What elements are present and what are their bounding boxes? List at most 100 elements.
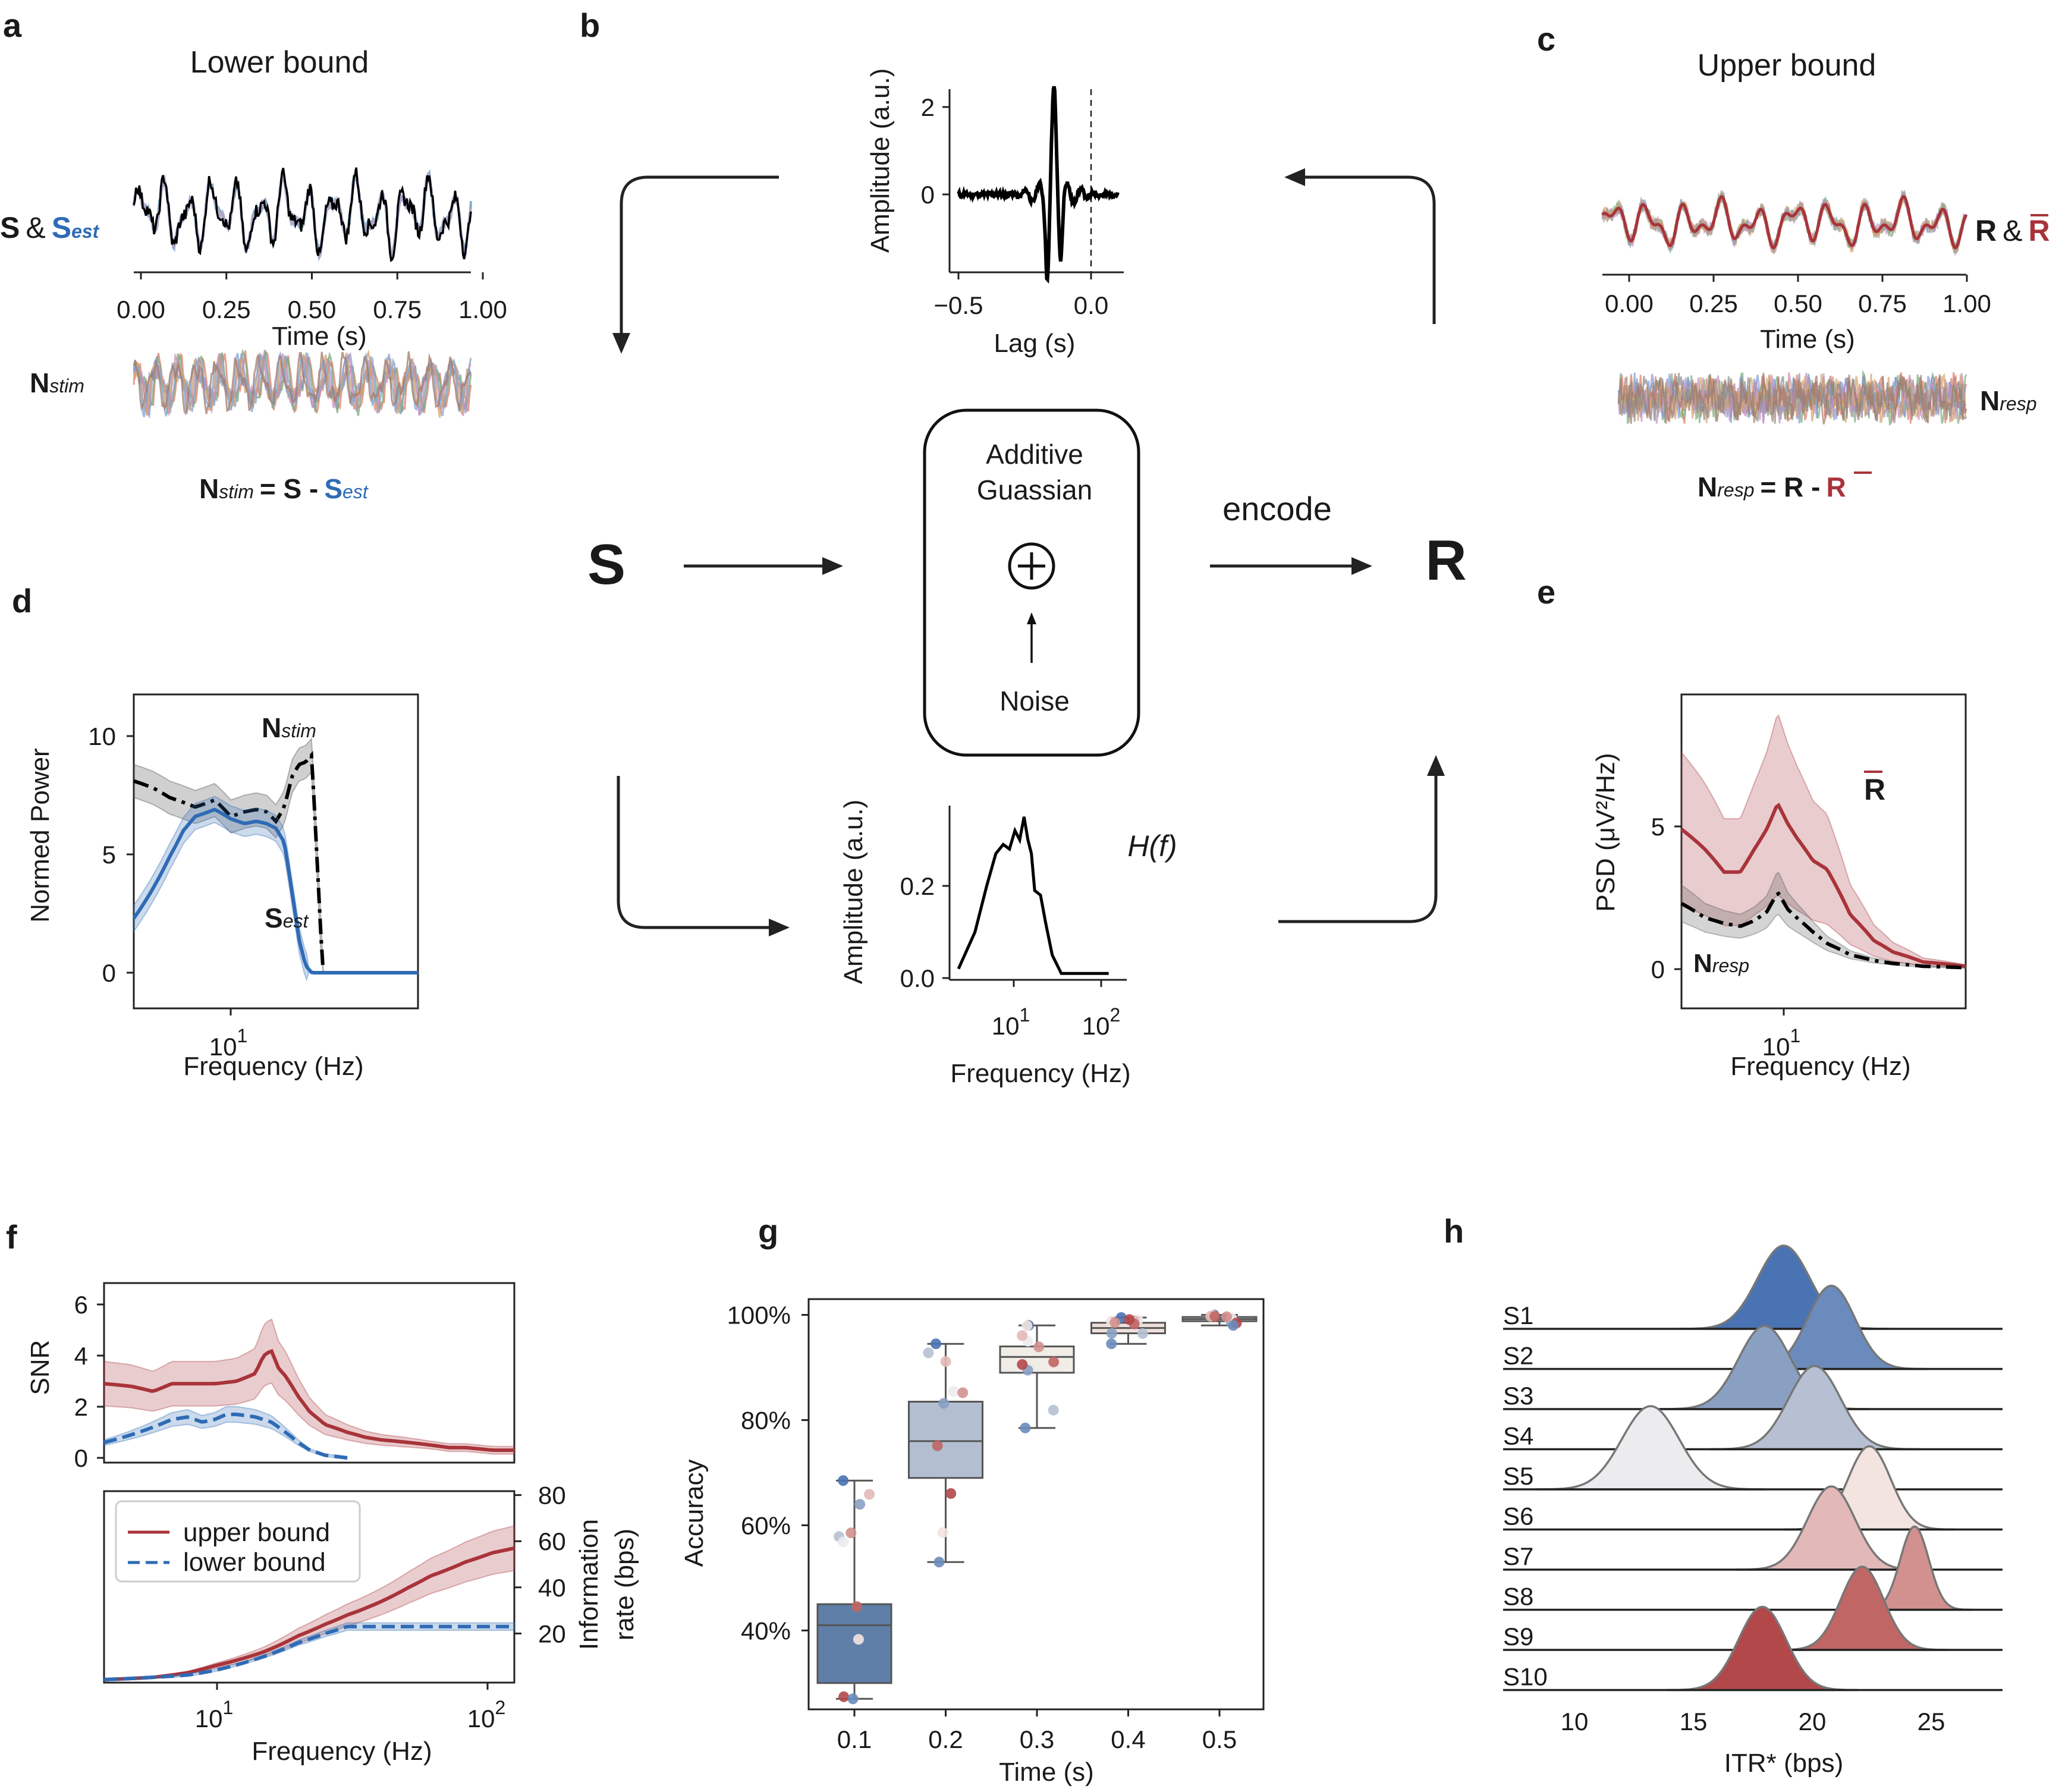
panel-c: c Upper bound 0.00 0.25 0.50 0.75 1.00 Time …	[1537, 20, 2050, 502]
panel-label-f: f	[6, 1218, 17, 1256]
c-xtick-label: 0.75	[1858, 290, 1907, 317]
h-ridge-s4	[1709, 1365, 1920, 1451]
g-subject-dot	[838, 1475, 849, 1486]
g-x-label: Time (s)	[999, 1758, 1094, 1787]
transfer-x-label: Frequency (Hz)	[950, 1059, 1130, 1088]
g-xtick-label: 0.2	[928, 1725, 963, 1753]
g-subject-dot	[1209, 1310, 1221, 1322]
g-subject-dot	[933, 1557, 945, 1568]
a-xtick-label: 1.00	[458, 295, 507, 323]
f-snr-lower-line	[103, 1412, 348, 1460]
c-xtick-label: 0.00	[1605, 290, 1654, 317]
e-ytick-label: 5	[1651, 813, 1665, 841]
h-subject-label: S5	[1503, 1462, 1533, 1490]
transfer-y-label: Amplitude (a.u.)	[839, 800, 868, 985]
plus-circle-icon	[1008, 542, 1055, 590]
g-subject-dot	[853, 1634, 864, 1645]
a-noise-traces	[133, 348, 472, 419]
c-noise-traces	[1617, 370, 1967, 426]
g-subject-dot	[1228, 1320, 1239, 1331]
f-snr-plot-area	[103, 1318, 515, 1460]
g-subject-dot	[1017, 1330, 1028, 1341]
f-xtick-label-1: 101	[195, 1697, 234, 1733]
d-s-est-line	[132, 807, 418, 974]
g-subject-dot	[845, 1527, 857, 1539]
d-xtick-label: 101	[209, 1025, 248, 1061]
a-signal-traces	[133, 167, 472, 263]
d-s-est-band	[133, 796, 419, 982]
e-rbar-label: R	[1864, 773, 1885, 806]
arrow-kernel-to-s	[620, 175, 779, 345]
kernel-xtick-label-0: 0.0	[1074, 291, 1108, 319]
g-box	[908, 1401, 983, 1479]
f-x-label: Frequency (Hz)	[252, 1737, 432, 1766]
n-resp-equation: Nresp = R -R	[1698, 471, 1846, 502]
a-xtick-label: 0.50	[288, 295, 337, 323]
g-ytick-label: 40%	[741, 1617, 791, 1645]
lower-bound-title: Lower bound	[190, 45, 369, 80]
a-xtick-label: 0.75	[373, 295, 422, 323]
h-subject-label: S10	[1503, 1663, 1548, 1691]
kernel-y-label: Amplitude (a.u.)	[866, 68, 895, 253]
g-xtick-label: 0.3	[1020, 1725, 1054, 1753]
kernel-ytick-label-2: 2	[921, 93, 935, 121]
g-subject-dot	[938, 1398, 950, 1409]
f-snr-ytick-label: 4	[74, 1342, 88, 1370]
h-xtick-label: 15	[1680, 1708, 1708, 1736]
arrowhead-right-bottom	[769, 919, 790, 936]
r-and-rbar-label: R & R	[1975, 214, 2050, 247]
d-n-stim-label: Nstim	[262, 712, 316, 743]
h-subject-label: S2	[1503, 1342, 1533, 1370]
a-x-label: Time (s)	[272, 322, 367, 351]
g-subject-dot	[1106, 1338, 1117, 1350]
box-line-2: Guassian	[977, 474, 1092, 505]
h-xtick-label: 25	[1918, 1708, 1945, 1736]
d-x-label: Frequency (Hz)	[183, 1052, 363, 1081]
panel-label-a: a	[3, 7, 22, 44]
d-s-est-label: Sest	[265, 903, 309, 933]
f-snr-y-ticks: 6 4 2 0	[74, 1291, 104, 1472]
e-rbar-line	[1680, 803, 1966, 969]
h-subject-label: S6	[1503, 1502, 1533, 1530]
box-line-1: Additive	[986, 439, 1083, 470]
f-snr-frame	[103, 1282, 516, 1464]
arrowhead-box-to-r	[1351, 557, 1372, 575]
h-ridge-s10	[1667, 1605, 1858, 1692]
c-mean-response-trace	[1601, 194, 1968, 250]
panel-label-g: g	[758, 1212, 778, 1250]
panel-b: b 2 0 −0.5 0.0 Lag (s) Amplitude (a.u.)	[580, 7, 1467, 1088]
g-subject-dot	[1048, 1404, 1059, 1416]
arrow-transfer-to-r	[1278, 767, 1438, 923]
g-subject-dot	[838, 1536, 849, 1548]
kernel-ytick-label-0: 0	[921, 181, 935, 209]
kernel-trace	[957, 86, 1120, 284]
g-y-label: Accuracy	[680, 1460, 709, 1567]
panel-e: e 50 101 Frequency (Hz) PSD (μV²/Hz) R N…	[1537, 573, 1967, 1081]
g-plot-area	[816, 1309, 1258, 1705]
a-xtick-label: 0.25	[202, 295, 251, 323]
n-resp-label: Nresp	[1980, 385, 2036, 416]
g-subject-dot	[940, 1356, 951, 1367]
f-legend	[115, 1500, 361, 1583]
kernel-xtick-label-neg: −0.5	[934, 291, 983, 319]
panel-label-e: e	[1537, 573, 1555, 611]
h-subject-label: S7	[1503, 1542, 1533, 1570]
panel-label-b: b	[580, 7, 600, 44]
e-ytick-label: 0	[1651, 955, 1665, 983]
panel-g: g 100% 80% 60% 40% 0.1 0.2 0.3 0.4 0.5 Time (s)…	[680, 1212, 1265, 1787]
g-x-ticks: 0.1 0.2 0.3 0.4 0.5	[837, 1709, 1237, 1753]
f-info-ytick-label: 20	[538, 1620, 566, 1648]
c-noise-trace	[1617, 372, 1967, 425]
f-snr-ytick-label: 0	[74, 1444, 88, 1472]
encode-label: encode	[1222, 490, 1332, 527]
h-ridgeline-plot: S1 S2 S3 S4 S5 S6 S7 S8 S9 S10	[1503, 1244, 2003, 1692]
n-stim-equation: Nstim = S - Sest	[199, 473, 369, 504]
h-x-ticks: 10 15 20 25	[1561, 1708, 1945, 1736]
transfer-function-label: H(f)	[1127, 829, 1177, 863]
g-xtick-label: 0.1	[837, 1725, 872, 1753]
additive-gaussian-box	[923, 408, 1140, 757]
d-axes-frame	[133, 693, 419, 1010]
g-subject-dot	[1048, 1356, 1060, 1367]
g-subject-dot	[931, 1338, 942, 1350]
a-x-ticks: 0.00 0.25 0.50 0.75 1.00	[117, 272, 507, 323]
